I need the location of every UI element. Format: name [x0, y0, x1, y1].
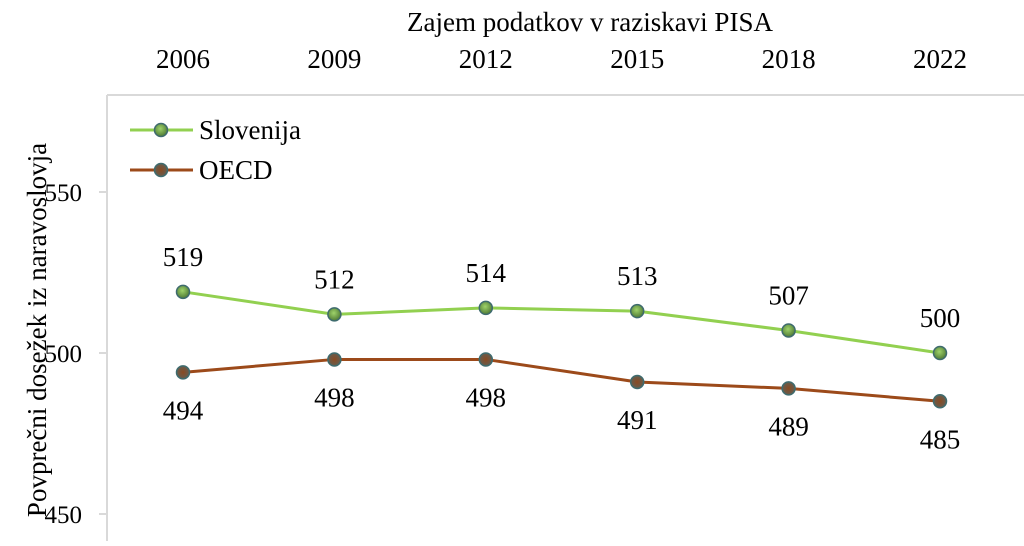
- data-label-oecd: 494: [163, 395, 204, 425]
- data-label-oecd: 498: [314, 382, 355, 412]
- data-point-oecd: [781, 381, 796, 396]
- data-point-slovenija: [175, 284, 191, 300]
- legend-marker-slovenija: [153, 122, 169, 138]
- x-tick-label: 2015: [610, 44, 664, 74]
- series-line-slovenija: [182, 290, 941, 355]
- data-point-oecd: [327, 352, 342, 367]
- x-tick-label: 2012: [459, 44, 513, 74]
- data-label-oecd: 489: [768, 411, 809, 441]
- data-point-oecd: [932, 394, 948, 409]
- data-label-slovenija: 512: [314, 264, 355, 294]
- legend-label-slovenija: Slovenija: [199, 115, 301, 145]
- data-label-slovenija: 500: [920, 303, 961, 333]
- data-point-slovenija: [781, 323, 796, 338]
- data-point-oecd: [478, 352, 494, 367]
- data-label-slovenija: 514: [466, 258, 507, 288]
- data-point-oecd: [175, 365, 191, 380]
- x-tick-label: 2006: [156, 44, 210, 74]
- data-label-oecd: 498: [466, 382, 507, 412]
- data-label-oecd: 485: [920, 424, 961, 454]
- y-tick-label: 550: [45, 180, 83, 207]
- data-point-oecd: [629, 374, 645, 390]
- x-axis-title: Zajem podatkov v raziskavi PISA: [407, 7, 773, 37]
- x-tick-label: 2018: [762, 44, 816, 74]
- data-point-slovenija: [327, 307, 342, 322]
- y-tick-label: 500: [45, 341, 83, 368]
- data-label-slovenija: 507: [768, 280, 809, 310]
- x-tick-label: 2022: [913, 44, 967, 74]
- legend-label-oecd: OECD: [199, 155, 273, 185]
- data-label-slovenija: 513: [617, 261, 658, 291]
- y-axis-title: Povprečni dosežek iz naravoslovja: [22, 143, 52, 517]
- data-label-oecd: 491: [617, 405, 658, 435]
- series-line-oecd: [182, 357, 941, 403]
- data-point-slovenija: [629, 303, 645, 319]
- data-point-slovenija: [932, 345, 948, 361]
- y-tick-label: 450: [45, 502, 83, 529]
- legend-marker-oecd: [153, 162, 169, 178]
- data-point-slovenija: [478, 300, 494, 316]
- data-label-slovenija: 519: [163, 242, 204, 272]
- x-tick-label: 2009: [307, 44, 361, 74]
